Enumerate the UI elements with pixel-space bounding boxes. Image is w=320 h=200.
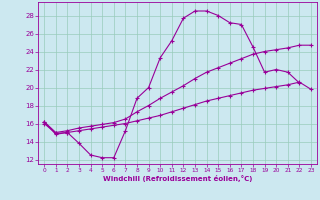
X-axis label: Windchill (Refroidissement éolien,°C): Windchill (Refroidissement éolien,°C) [103,175,252,182]
